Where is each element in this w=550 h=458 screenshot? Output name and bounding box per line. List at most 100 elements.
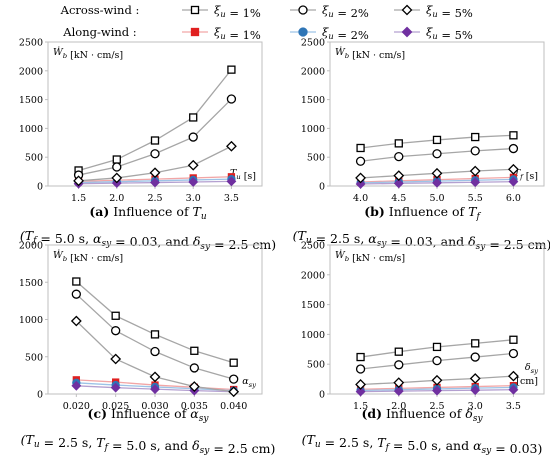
data-point-across-1 <box>189 113 198 122</box>
data-point-across-2 <box>188 132 198 142</box>
data-point-across-2 <box>470 146 480 156</box>
data-point-across-5 <box>187 159 199 171</box>
data-point-across-1 <box>72 277 81 286</box>
data-point-across-1 <box>356 143 365 153</box>
y-tick-label: 1500 <box>301 300 325 311</box>
data-point-across-5 <box>149 371 161 383</box>
data-point-across-5 <box>111 172 123 184</box>
legend-across-entry: ξu = 1% <box>214 3 261 20</box>
data-point-across-2 <box>432 149 442 159</box>
y-axis-label: Ẇb [kN · cm/s] <box>53 249 123 264</box>
y-tick-label: 2000 <box>19 66 43 77</box>
data-point-across-1 <box>394 347 403 356</box>
legend-across-entry: ξu = 5% <box>426 3 473 20</box>
chart-panel-c: 0 500 1000 1500 2000 0.020 0.025 0.030 0.035 0.04… <box>19 241 276 457</box>
legend: Across-wind : Along-wind : ξu = 1% ξu = 1% ξ… <box>60 3 473 42</box>
x-tick-label: 0.020 <box>63 401 90 412</box>
x-tick-label: 3.5 <box>224 193 239 204</box>
x-tick-label: 3.0 <box>468 401 483 412</box>
y-tick-label: 2000 <box>301 66 325 77</box>
legend-across-marker <box>401 4 413 16</box>
legend-across-entry: ξu = 2% <box>322 3 369 20</box>
data-point-across-5 <box>188 381 200 392</box>
y-tick-label: 1000 <box>19 124 43 135</box>
data-point-across-2 <box>111 326 121 336</box>
data-point-along-5 <box>508 176 519 187</box>
data-point-across-1 <box>111 311 120 320</box>
data-point-along-5 <box>188 177 199 187</box>
y-tick-label: 0 <box>37 182 43 193</box>
y-tick-label: 2500 <box>301 38 325 49</box>
chart-panel-d: 0 500 1000 1500 2000 2500 1.5 2.0 2.5 3.0 3.5 Ẇb [k… <box>301 241 545 456</box>
x-axis-label: δsy <box>525 362 538 375</box>
data-point-across-5 <box>469 165 481 177</box>
data-point-across-2 <box>189 363 199 373</box>
data-point-across-5 <box>149 167 161 179</box>
y-axis-label: Ẇb [kN · cm/s] <box>53 46 123 61</box>
data-point-across-5 <box>70 315 82 327</box>
x-tick-label: 0.030 <box>141 401 168 412</box>
y-tick-label: 0 <box>319 182 325 193</box>
x-tick-label: 5.5 <box>468 193 483 204</box>
data-point-across-5 <box>508 370 519 382</box>
y-tick-label: 0 <box>37 390 43 401</box>
x-tick-label: 2.5 <box>429 401 444 412</box>
data-point-across-2 <box>226 94 237 104</box>
data-point-across-5 <box>355 172 366 184</box>
y-tick-label: 1500 <box>19 278 43 289</box>
y-tick-label: 500 <box>25 352 43 363</box>
data-point-across-5 <box>431 167 443 179</box>
legend-across-marker <box>190 5 200 15</box>
x-tick-label: 1.5 <box>71 193 86 204</box>
data-point-along-5 <box>226 176 237 187</box>
data-point-across-5 <box>393 170 405 182</box>
x-axis-label: αsy <box>242 376 256 389</box>
legend-along-entry: ξu = 5% <box>426 25 473 42</box>
x-tick-label: 3.5 <box>506 401 521 412</box>
y-tick-label: 1000 <box>19 315 43 326</box>
y-tick-label: 2000 <box>301 270 325 281</box>
legend-along-marker <box>401 26 413 38</box>
data-point-along-5 <box>355 179 366 189</box>
data-point-across-1 <box>432 342 442 352</box>
data-point-across-2 <box>432 355 442 366</box>
data-point-across-5 <box>393 377 405 389</box>
y-tick-label: 1000 <box>301 124 325 135</box>
data-point-across-1 <box>394 139 403 148</box>
y-tick-label: 500 <box>25 153 43 164</box>
data-point-across-2 <box>470 352 480 362</box>
x-tick-label: 2.0 <box>391 401 406 412</box>
data-point-across-5 <box>431 374 443 386</box>
data-point-across-2 <box>150 346 160 357</box>
x-tick-label: 4.0 <box>353 193 368 204</box>
x-axis-label: Tf [s] <box>514 168 538 182</box>
x-tick-label: 5.0 <box>429 193 444 204</box>
data-point-across-1 <box>471 132 480 142</box>
panel-caption: (c) Influence of αsy <box>88 406 210 424</box>
chart-panel-a: 0 500 1000 1500 2000 2500 1.5 2.0 2.5 3.0 3.5 Ẇb [k… <box>19 38 276 253</box>
y-tick-label: 1500 <box>301 95 325 106</box>
data-point-across-1 <box>509 335 518 344</box>
data-point-across-2 <box>508 348 519 359</box>
data-point-across-5 <box>226 140 237 152</box>
x-tick-label: 4.5 <box>391 193 406 204</box>
data-point-across-5 <box>355 379 366 390</box>
panel-note: (Tu = 2.5 s, Tf = 5.0 s, and δsy = 2.5 c… <box>21 432 276 456</box>
data-point-across-1 <box>432 135 442 145</box>
x-tick-label: 3.0 <box>186 193 201 204</box>
data-point-along-5 <box>150 177 160 188</box>
data-point-along-5 <box>432 385 442 396</box>
x-tick-label: 1.5 <box>353 401 368 412</box>
x-axis-unit: [cm] <box>516 376 538 387</box>
data-point-along-5 <box>150 384 160 395</box>
y-tick-label: 2500 <box>301 241 325 252</box>
data-point-across-1 <box>112 155 121 164</box>
data-point-along-5 <box>393 386 404 397</box>
data-point-across-1 <box>509 131 518 140</box>
panel-note: (Tu = 2.5 s, Tf = 5.0 s, and αsy = 0.03) <box>302 432 543 456</box>
y-tick-label: 2500 <box>19 38 43 49</box>
data-point-across-2 <box>355 156 366 166</box>
data-point-across-5 <box>469 373 481 384</box>
data-point-along-5 <box>71 380 82 391</box>
